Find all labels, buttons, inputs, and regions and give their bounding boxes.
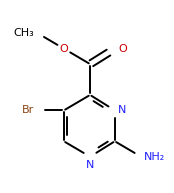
Text: NH₂: NH₂ [144,152,165,162]
Text: O: O [60,44,68,54]
Text: Br: Br [22,105,34,115]
Text: CH₃: CH₃ [14,28,34,38]
Text: N: N [86,160,94,170]
Text: O: O [118,44,127,54]
Text: N: N [118,105,126,115]
